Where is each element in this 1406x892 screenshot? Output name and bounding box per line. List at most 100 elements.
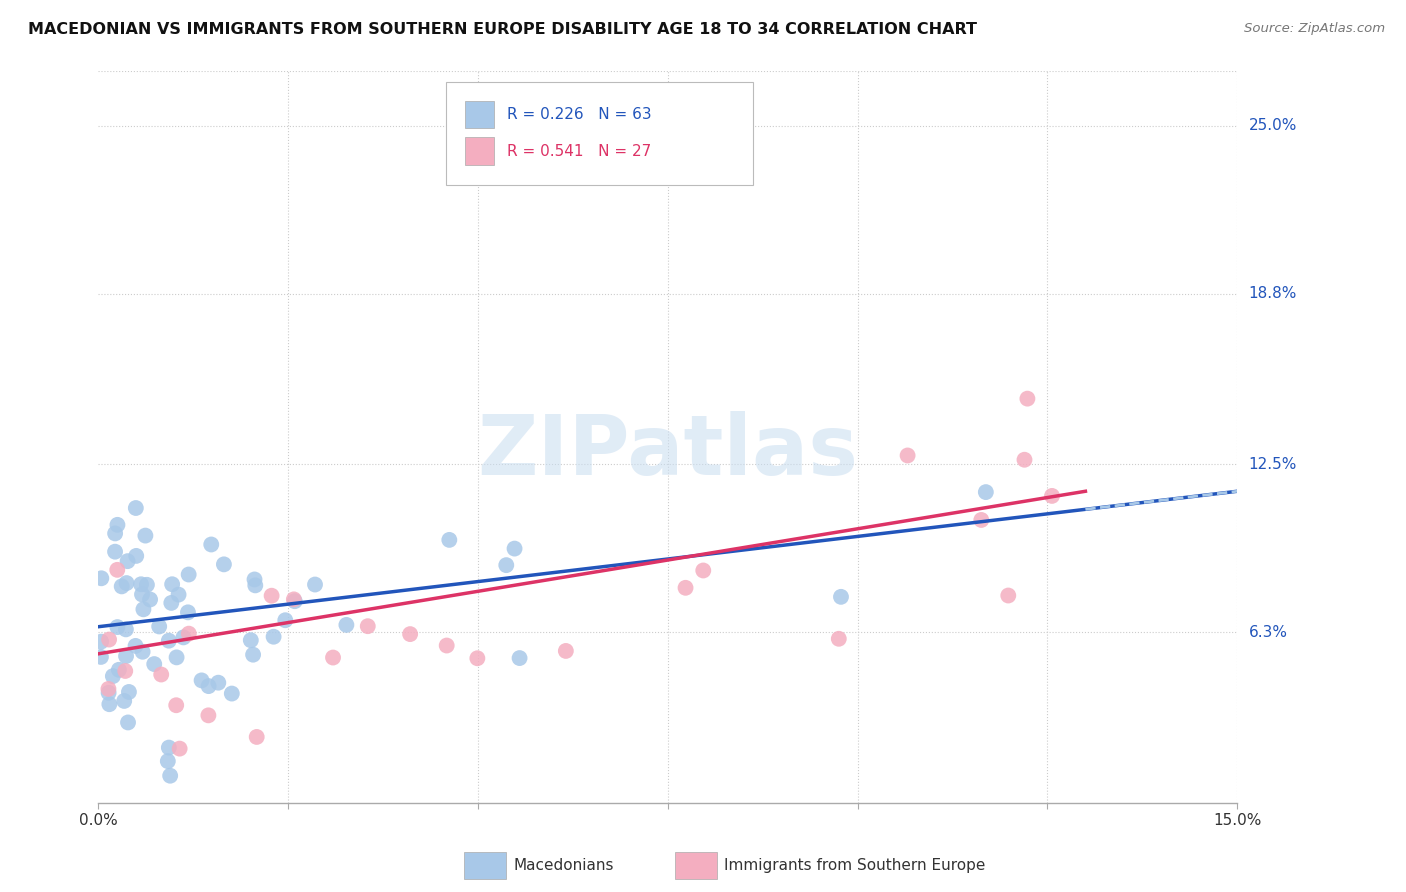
Point bbox=[111, 579, 134, 593]
Point bbox=[970, 513, 993, 527]
Point bbox=[159, 769, 181, 783]
Point bbox=[304, 577, 326, 591]
Point bbox=[117, 554, 139, 568]
Point bbox=[177, 626, 200, 640]
Point bbox=[997, 589, 1019, 603]
Point bbox=[322, 650, 344, 665]
Point bbox=[105, 563, 128, 577]
Point bbox=[107, 517, 129, 532]
Point bbox=[166, 650, 188, 665]
Point bbox=[104, 544, 127, 558]
Point bbox=[830, 590, 852, 604]
Point bbox=[108, 663, 131, 677]
Point bbox=[131, 645, 153, 659]
Point bbox=[98, 697, 121, 711]
Text: ZIPatlas: ZIPatlas bbox=[478, 411, 858, 492]
Point bbox=[132, 602, 155, 616]
Point bbox=[675, 581, 697, 595]
Point bbox=[167, 588, 190, 602]
Point bbox=[274, 613, 297, 627]
Point bbox=[105, 620, 128, 634]
Point bbox=[242, 648, 264, 662]
Point bbox=[495, 558, 517, 573]
FancyBboxPatch shape bbox=[446, 82, 754, 185]
Point bbox=[143, 657, 166, 671]
Point bbox=[554, 644, 576, 658]
Point bbox=[90, 634, 112, 648]
Text: 12.5%: 12.5% bbox=[1249, 457, 1296, 472]
Point bbox=[439, 533, 461, 547]
Text: 25.0%: 25.0% bbox=[1249, 118, 1296, 133]
Point bbox=[692, 564, 714, 578]
Point bbox=[125, 501, 148, 516]
Point bbox=[90, 649, 112, 664]
Bar bbox=[465, 137, 494, 165]
Point bbox=[135, 578, 157, 592]
Point bbox=[436, 639, 458, 653]
Point bbox=[245, 578, 267, 592]
Point bbox=[139, 592, 162, 607]
Point bbox=[283, 592, 305, 607]
Point bbox=[207, 675, 229, 690]
Point bbox=[117, 715, 139, 730]
Point bbox=[243, 573, 266, 587]
Point bbox=[115, 576, 138, 591]
Point bbox=[156, 754, 179, 768]
Point bbox=[115, 649, 138, 664]
Point bbox=[177, 567, 200, 582]
Point bbox=[1040, 489, 1063, 503]
Point bbox=[1014, 452, 1036, 467]
Text: MACEDONIAN VS IMMIGRANTS FROM SOUTHERN EUROPE DISABILITY AGE 18 TO 34 CORRELATIO: MACEDONIAN VS IMMIGRANTS FROM SOUTHERN E… bbox=[28, 22, 977, 37]
Point bbox=[118, 685, 141, 699]
Point bbox=[98, 632, 121, 647]
Point bbox=[190, 673, 212, 688]
Text: R = 0.226   N = 63: R = 0.226 N = 63 bbox=[508, 107, 652, 122]
Point bbox=[104, 526, 127, 541]
Point bbox=[974, 485, 997, 500]
Point bbox=[90, 571, 112, 585]
Point bbox=[897, 449, 920, 463]
Bar bbox=[465, 101, 494, 128]
Point bbox=[503, 541, 526, 556]
Point bbox=[1017, 392, 1039, 406]
Point bbox=[124, 639, 146, 653]
Point bbox=[263, 630, 285, 644]
Point bbox=[200, 537, 222, 551]
Point bbox=[357, 619, 380, 633]
Text: 6.3%: 6.3% bbox=[1249, 624, 1288, 640]
Point bbox=[131, 587, 153, 601]
Point bbox=[115, 623, 138, 637]
Point bbox=[197, 708, 219, 723]
Point bbox=[509, 651, 531, 665]
Text: Immigrants from Southern Europe: Immigrants from Southern Europe bbox=[724, 858, 986, 872]
Point bbox=[101, 669, 124, 683]
Point bbox=[165, 698, 187, 713]
Point bbox=[260, 589, 283, 603]
Point bbox=[97, 686, 120, 700]
Point bbox=[169, 741, 191, 756]
Point bbox=[160, 596, 183, 610]
Point bbox=[125, 549, 148, 563]
Point bbox=[239, 633, 262, 648]
Point bbox=[114, 664, 136, 678]
Point bbox=[160, 577, 183, 591]
Text: Source: ZipAtlas.com: Source: ZipAtlas.com bbox=[1244, 22, 1385, 36]
Point bbox=[112, 694, 135, 708]
Point bbox=[284, 594, 307, 608]
Text: Macedonians: Macedonians bbox=[513, 858, 613, 872]
Point bbox=[148, 619, 170, 633]
Point bbox=[134, 528, 156, 542]
Point bbox=[157, 633, 180, 648]
Point bbox=[172, 631, 194, 645]
Point bbox=[150, 667, 173, 681]
Point bbox=[177, 605, 200, 619]
Point bbox=[399, 627, 422, 641]
Point bbox=[197, 679, 219, 693]
Point bbox=[246, 730, 269, 744]
Text: 18.8%: 18.8% bbox=[1249, 286, 1296, 301]
Point bbox=[467, 651, 489, 665]
Point bbox=[129, 577, 152, 591]
Point bbox=[828, 632, 851, 646]
Point bbox=[212, 558, 235, 572]
Point bbox=[335, 618, 357, 632]
